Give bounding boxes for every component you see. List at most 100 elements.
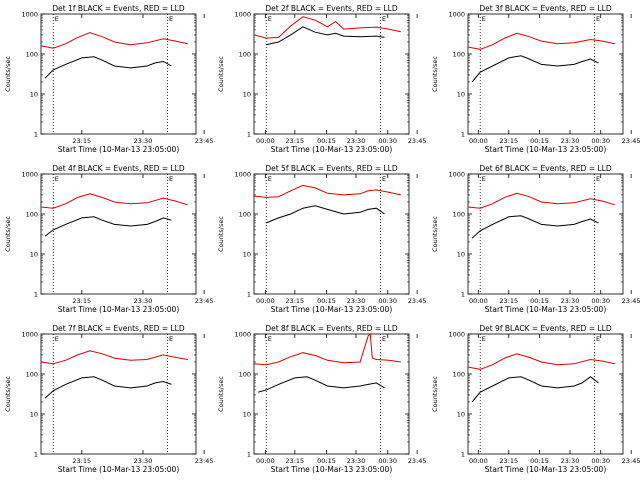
y-tick-label: 1000 <box>234 331 251 339</box>
x-tick-label: 00:00 <box>469 297 488 305</box>
x-axis-label: Start Time (10-Mar-13 23:05:00) <box>485 465 607 474</box>
x-tick-label: 23:15 <box>285 457 304 465</box>
time-marker-label: E <box>169 335 173 343</box>
x-tick-label: 00:30 <box>378 137 397 145</box>
chart-title: Det 9f BLACK = Events, RED = LLD <box>479 324 612 333</box>
time-marker-label: E <box>596 335 600 343</box>
x-tick-label: 23:45 <box>622 297 640 305</box>
y-axis-label: Counts/sec <box>217 56 225 92</box>
lld-series-line <box>40 193 188 209</box>
x-tick-label: 23:30 <box>561 457 580 465</box>
x-tick-label: 00:30 <box>378 457 397 465</box>
x-axis-label: Start Time (10-Mar-13 23:05:00) <box>485 305 607 314</box>
events-series-line <box>44 376 172 399</box>
y-tick-label: 1000 <box>21 171 38 179</box>
events-series-line <box>471 55 599 83</box>
time-marker-label: E <box>55 175 59 183</box>
plot-frame <box>40 13 197 135</box>
lld-series-line <box>253 184 401 198</box>
y-tick-label: 100 <box>239 51 251 59</box>
plot-frame <box>467 13 624 135</box>
y-tick-label: 100 <box>26 211 38 219</box>
x-tick-label: 23:30 <box>134 137 153 145</box>
y-axis-label: Counts/sec <box>431 216 439 252</box>
y-tick-label: 10 <box>30 91 38 99</box>
x-axis-label: Start Time (10-Mar-13 23:05:00) <box>271 145 393 154</box>
x-tick-label: 23:15 <box>499 457 518 465</box>
events-series-line <box>471 215 599 239</box>
y-axis-label: Counts/sec <box>431 376 439 412</box>
lld-series-line <box>467 192 615 209</box>
chart-title: Det 2f BLACK = Events, RED = LLD <box>265 4 398 13</box>
x-axis-label: Start Time (10-Mar-13 23:05:00) <box>58 145 180 154</box>
plot-frame <box>467 333 624 455</box>
events-series-line <box>471 376 599 403</box>
time-marker-label: E <box>482 175 486 183</box>
y-tick-label: 10 <box>243 411 251 419</box>
x-tick-label: 23:45 <box>622 457 640 465</box>
plot-frame <box>253 173 410 295</box>
y-tick-label: 1000 <box>448 11 465 19</box>
x-tick-label: 23:45 <box>195 457 214 465</box>
lld-series-line <box>40 350 188 365</box>
plot-frame <box>467 173 624 295</box>
x-tick-label: 23:30 <box>347 297 366 305</box>
x-tick-label: 00:30 <box>378 297 397 305</box>
x-axis-label: Start Time (10-Mar-13 23:05:00) <box>271 465 393 474</box>
plot-frame <box>253 13 410 135</box>
y-tick-label: 1 <box>34 131 38 139</box>
y-axis-label: Counts/sec <box>217 376 225 412</box>
x-tick-label: 00:15 <box>317 137 336 145</box>
x-tick-label: 23:30 <box>347 457 366 465</box>
x-tick-label: 00:00 <box>469 457 488 465</box>
time-marker-label: E <box>596 175 600 183</box>
x-axis-label: Start Time (10-Mar-13 23:05:00) <box>271 305 393 314</box>
x-tick-label: 23:15 <box>285 297 304 305</box>
events-series-line <box>257 376 385 393</box>
chart-panel-1: Det 1f BLACK = Events, RED = LLD Counts/s… <box>4 4 397 154</box>
y-tick-label: 100 <box>453 211 465 219</box>
x-tick-label: 00:30 <box>591 457 610 465</box>
chart-panel-5: Det 5f BLACK = Events, RED = LLD Counts/s… <box>217 164 610 314</box>
x-tick-label: 23:15 <box>499 297 518 305</box>
x-tick-label: 00:15 <box>317 457 336 465</box>
x-tick-label: 23:45 <box>408 297 427 305</box>
time-marker-label: E <box>55 15 59 23</box>
y-tick-label: 1000 <box>21 331 38 339</box>
y-axis-label: Counts/sec <box>4 376 12 412</box>
chart-panel-8: Det 8f BLACK = Events, RED = LLD Counts/s… <box>217 324 610 474</box>
x-tick-label: 00:15 <box>530 137 549 145</box>
y-tick-label: 1 <box>34 451 38 459</box>
time-marker-label: E <box>169 15 173 23</box>
chart-title: Det 5f BLACK = Events, RED = LLD <box>265 164 398 173</box>
events-series-line <box>266 26 385 46</box>
lld-series-line <box>253 16 401 39</box>
y-tick-label: 1000 <box>234 171 251 179</box>
y-axis-label: Counts/sec <box>431 56 439 92</box>
y-tick-label: 1000 <box>234 11 251 19</box>
x-tick-label: 23:15 <box>72 457 91 465</box>
chart-title: Det 1f BLACK = Events, RED = LLD <box>52 4 185 13</box>
x-tick-label: 23:45 <box>408 137 427 145</box>
x-tick-label: 00:30 <box>591 137 610 145</box>
y-tick-label: 1 <box>247 131 251 139</box>
y-tick-label: 1 <box>247 291 251 299</box>
chart-title: Det 8f BLACK = Events, RED = LLD <box>265 324 398 333</box>
y-axis-label: Counts/sec <box>4 216 12 252</box>
time-marker-label: E <box>482 15 486 23</box>
x-tick-label: 23:30 <box>134 457 153 465</box>
x-axis-label: Start Time (10-Mar-13 23:05:00) <box>485 145 607 154</box>
lld-series-line <box>467 353 615 370</box>
chart-title: Det 6f BLACK = Events, RED = LLD <box>479 164 612 173</box>
x-tick-label: 00:00 <box>469 137 488 145</box>
time-marker-label: E <box>268 175 272 183</box>
y-tick-label: 10 <box>243 251 251 259</box>
chart-panel-7: Det 7f BLACK = Events, RED = LLD Counts/s… <box>4 324 397 474</box>
y-tick-label: 100 <box>26 51 38 59</box>
y-tick-label: 100 <box>239 211 251 219</box>
y-tick-label: 1 <box>461 451 465 459</box>
y-tick-label: 1000 <box>21 11 38 19</box>
y-tick-label: 1 <box>247 451 251 459</box>
y-tick-label: 10 <box>243 91 251 99</box>
chart-panel-6: Det 6f BLACK = Events, RED = LLD Counts/s… <box>431 164 640 314</box>
